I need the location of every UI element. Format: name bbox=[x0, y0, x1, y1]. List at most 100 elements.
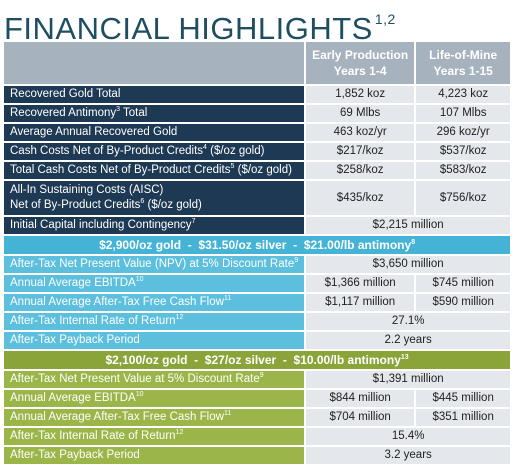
value-cell: 4,223 koz bbox=[416, 86, 511, 103]
label-text: Annual Average EBITDA bbox=[10, 392, 136, 404]
label-text: After-Tax Payback Period bbox=[10, 334, 140, 346]
value-cell: 296 koz/yr bbox=[416, 124, 511, 141]
value-cell: $745 million bbox=[416, 275, 511, 292]
data-row: Total Cash Costs Net of By-Product Credi… bbox=[4, 162, 511, 179]
footnote: 3 bbox=[116, 106, 121, 113]
value-cell: $445 million bbox=[416, 390, 511, 407]
title-footnote: 1,2 bbox=[374, 11, 396, 27]
data-row: After-Tax Payback Period 2.2 years bbox=[4, 332, 511, 349]
label-suffix: ($/oz gold) bbox=[210, 145, 265, 157]
value-cell: $435/koz bbox=[306, 181, 415, 215]
value-cell: $537/koz bbox=[416, 143, 511, 160]
data-row: Annual Average After-Tax Free Cash Flow1… bbox=[4, 294, 511, 311]
data-row: Annual Average EBITDA10 $1,366 million $74… bbox=[4, 275, 511, 292]
row-label: Initial Capital including Contingency7 bbox=[4, 217, 305, 234]
label-text: All-In Sustaining Costs (AISC) bbox=[10, 184, 164, 196]
highlights-table: Early Production Years 1-4 Life-of-Mine Yea… bbox=[2, 40, 512, 466]
label-text: After-Tax Internal Rate of Return bbox=[10, 315, 176, 327]
label-text: Initial Capital including Contingency bbox=[10, 219, 192, 231]
value-cell: $351 million bbox=[416, 409, 511, 426]
label-text: After-Tax Internal Rate of Return bbox=[10, 430, 176, 442]
price-banner-row: $2,900/oz gold - $31.50/oz silver - $21.… bbox=[4, 236, 511, 254]
label-text: Annual Average EBITDA bbox=[10, 277, 136, 289]
column-header-line: Years 1-15 bbox=[433, 64, 493, 78]
row-label: Annual Average After-Tax Free Cash Flow1… bbox=[4, 294, 305, 311]
value-cell: 15.4% bbox=[306, 428, 511, 445]
column-header: Early Production Years 1-4 bbox=[306, 42, 415, 84]
table-body: Early Production Years 1-4 Life-of-Mine Yea… bbox=[4, 42, 511, 464]
footnote: 11 bbox=[223, 295, 232, 302]
page-title: FINANCIAL HIGHLIGHTS 1,2 bbox=[4, 0, 396, 48]
price-banner-row: $2,100/oz gold - $27/oz silver - $10.00/… bbox=[4, 351, 511, 369]
price-banner: $2,900/oz gold - $31.50/oz silver - $21.… bbox=[4, 236, 511, 254]
data-row: Cash Costs Net of By-Product Credits4 ($… bbox=[4, 143, 511, 160]
column-header-line: Early Production bbox=[312, 48, 409, 62]
value-cell: $3,650 million bbox=[306, 256, 511, 273]
value-cell: 2.2 years bbox=[306, 332, 511, 349]
data-row: After-Tax Net Present Value (NPV) at 5% … bbox=[4, 256, 511, 273]
header-blank bbox=[4, 42, 305, 84]
price-banner: $2,100/oz gold - $27/oz silver - $10.00/… bbox=[4, 351, 511, 369]
value-cell: 3.2 years bbox=[306, 447, 511, 464]
data-row: Average Annual Recovered Gold 463 koz/yr 2… bbox=[4, 124, 511, 141]
footnote: 10 bbox=[135, 276, 144, 283]
footnote: 8 bbox=[411, 238, 416, 246]
value-cell: $1,366 million bbox=[306, 275, 415, 292]
data-row: After-Tax Internal Rate of Return12 27.1% bbox=[4, 313, 511, 330]
label-suffix: Total bbox=[123, 107, 148, 119]
label-text: Recovered Antimony bbox=[10, 107, 117, 119]
footnote: 12 bbox=[175, 429, 184, 436]
row-label: After-Tax Payback Period bbox=[4, 332, 305, 349]
label-text: After-Tax Net Present Value at 5% Discou… bbox=[10, 373, 260, 385]
data-row: Annual Average EBITDA10 $844 million $445 … bbox=[4, 390, 511, 407]
title-text: FINANCIAL HIGHLIGHTS bbox=[4, 11, 373, 46]
column-header-line: Years 1-4 bbox=[333, 64, 387, 78]
row-label: Recovered Antimony3 Total bbox=[4, 105, 305, 122]
label-text: Annual Average After-Tax Free Cash Flow bbox=[10, 411, 224, 423]
value-cell: $2,215 million bbox=[306, 217, 511, 234]
row-label: After-Tax Payback Period bbox=[4, 447, 305, 464]
label-text: Average Annual Recovered Gold bbox=[10, 126, 178, 138]
data-row: After-Tax Internal Rate of Return12 15.4% bbox=[4, 428, 511, 445]
column-header: Life-of-Mine Years 1-15 bbox=[416, 42, 511, 84]
data-row: After-Tax Net Present Value at 5% Discou… bbox=[4, 371, 511, 388]
data-row: Initial Capital including Contingency7 $2… bbox=[4, 217, 511, 234]
footnote: 13 bbox=[400, 353, 409, 361]
label-text: After-Tax Payback Period bbox=[10, 449, 140, 461]
data-row: After-Tax Payback Period 3.2 years bbox=[4, 447, 511, 464]
value-cell: $217/koz bbox=[306, 143, 415, 160]
row-label: Annual Average After-Tax Free Cash Flow1… bbox=[4, 409, 305, 426]
banner-text: $2,100/oz gold - $27/oz silver - $10.00/… bbox=[105, 352, 401, 367]
footnote: 9 bbox=[259, 372, 264, 379]
footnote: 5 bbox=[230, 163, 235, 170]
label-text: Net of By-Product Credits bbox=[10, 199, 141, 211]
data-row: All-In Sustaining Costs (AISC) Net of By-… bbox=[4, 181, 511, 215]
row-label: After-Tax Net Present Value at 5% Discou… bbox=[4, 371, 305, 388]
row-label: Average Annual Recovered Gold bbox=[4, 124, 305, 141]
label-suffix: ($/oz gold) bbox=[237, 164, 292, 176]
value-cell: $1,391 million bbox=[306, 371, 511, 388]
footnote: 6 bbox=[140, 198, 145, 205]
value-cell: $258/koz bbox=[306, 162, 415, 179]
value-cell: 463 koz/yr bbox=[306, 124, 415, 141]
data-row: Recovered Gold Total 1,852 koz 4,223 koz bbox=[4, 86, 511, 103]
data-row: Recovered Antimony3 Total 69 Mlbs 107 Mlbs bbox=[4, 105, 511, 122]
footnote: 12 bbox=[175, 314, 184, 321]
footnote: 9 bbox=[294, 257, 299, 264]
row-label: Annual Average EBITDA10 bbox=[4, 390, 305, 407]
footnote: 11 bbox=[223, 410, 232, 417]
value-cell: 107 Mlbs bbox=[416, 105, 511, 122]
footnote: 4 bbox=[203, 144, 207, 151]
value-cell: $590 million bbox=[416, 294, 511, 311]
label-text: Cash Costs Net of By-Product Credits bbox=[10, 145, 204, 157]
value-cell: 27.1% bbox=[306, 313, 511, 330]
row-label: Recovered Gold Total bbox=[4, 86, 305, 103]
value-cell: $704 million bbox=[306, 409, 415, 426]
label-text: Annual Average After-Tax Free Cash Flow bbox=[10, 296, 224, 308]
value-cell: 69 Mlbs bbox=[306, 105, 415, 122]
row-label: After-Tax Internal Rate of Return12 bbox=[4, 313, 305, 330]
header-row: Early Production Years 1-4 Life-of-Mine Yea… bbox=[4, 42, 511, 84]
value-cell: $756/koz bbox=[416, 181, 511, 215]
value-cell: $844 million bbox=[306, 390, 415, 407]
